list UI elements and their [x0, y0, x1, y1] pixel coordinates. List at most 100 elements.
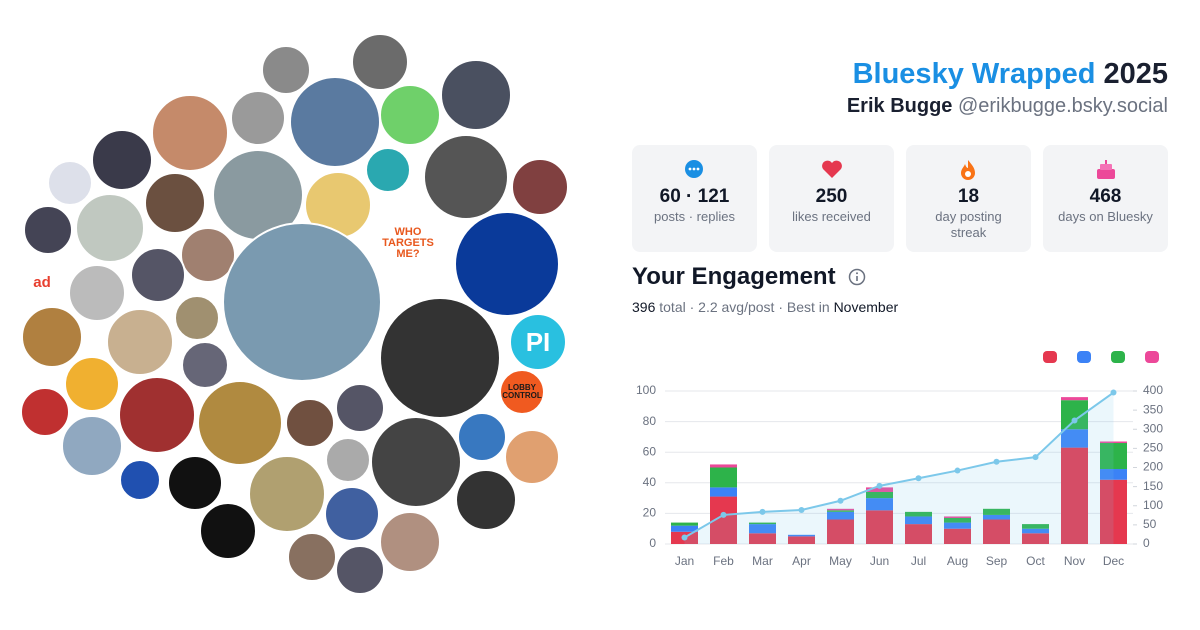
avatar — [21, 306, 83, 368]
avatar — [181, 341, 229, 389]
stat-card: 18 day posting streak — [906, 145, 1031, 252]
legend-icon — [1043, 351, 1057, 363]
user-name: Erik Bugge — [846, 95, 953, 117]
bar-segment — [710, 464, 737, 468]
y2-tick-label: 350 — [1143, 402, 1163, 416]
legend-icon — [1145, 351, 1159, 363]
line-point — [837, 497, 844, 504]
y2-tick-label: 300 — [1143, 421, 1163, 435]
avatar — [64, 356, 120, 412]
x-tick-label: May — [829, 554, 852, 568]
avatar — [379, 511, 441, 573]
bar-segment — [1022, 524, 1049, 529]
bar-segment — [905, 516, 932, 525]
user: Erik Bugge @erikbugge.bsky.social — [847, 95, 1168, 118]
avatar — [454, 211, 560, 317]
avatar — [61, 415, 123, 477]
y2-tick-label: 0 — [1143, 536, 1150, 550]
y-tick-label: 40 — [643, 475, 657, 489]
stat-value: 18 — [957, 186, 980, 207]
avatar — [370, 416, 462, 508]
bar-segment — [827, 519, 854, 544]
avatar — [287, 532, 337, 582]
stat-label: likes received — [792, 209, 871, 224]
avatar — [144, 172, 206, 234]
avatar — [47, 160, 93, 206]
avatar — [106, 308, 174, 376]
avatar — [455, 469, 517, 531]
y-tick-label: 20 — [643, 506, 657, 520]
bar-segment — [944, 522, 971, 529]
stat-card: 250 likes received — [769, 145, 894, 252]
bar-segment — [983, 519, 1010, 544]
y-tick-label: 80 — [643, 414, 657, 428]
title-brand: Bluesky Wrapped — [852, 58, 1096, 90]
best-month: November — [833, 299, 899, 315]
icon-days — [1097, 160, 1115, 179]
x-tick-label: Jul — [911, 554, 926, 568]
avatar — [457, 412, 507, 462]
line-point — [681, 534, 688, 541]
avatar — [324, 486, 380, 542]
bar-segment — [944, 528, 971, 544]
avatar — [285, 398, 335, 448]
avatar — [151, 94, 229, 172]
avatar — [23, 205, 73, 255]
bar-segment — [827, 511, 854, 520]
stat-value: 468 — [1089, 186, 1122, 207]
bar-segment — [671, 525, 698, 532]
legend-icon — [1077, 351, 1091, 363]
stat-value: 250 — [815, 186, 848, 207]
total: 396 — [632, 299, 656, 315]
avatar — [261, 45, 311, 95]
avatar-logo: LOBBY CONTROL — [499, 369, 545, 415]
avatar — [248, 455, 326, 533]
avatar — [335, 545, 385, 595]
x-tick-label: Aug — [947, 554, 968, 568]
line-point — [1110, 389, 1117, 396]
avatar-logo: ad — [23, 263, 61, 301]
avatar — [222, 222, 382, 382]
line-point — [1071, 417, 1078, 424]
bar-segment — [1022, 533, 1049, 544]
title: Bluesky Wrapped 2025 — [853, 58, 1168, 91]
engagement-summary: 396 total · 2.2 avg/post · Best in Novem… — [632, 299, 898, 315]
avatar — [118, 376, 196, 454]
x-tick-label: Jun — [870, 554, 889, 568]
y2-tick-label: 100 — [1143, 498, 1163, 512]
bar-segment — [983, 508, 1010, 515]
y2-tick-label: 250 — [1143, 441, 1163, 455]
avatar — [20, 387, 70, 437]
x-tick-label: Jan — [675, 554, 694, 568]
bar-segment — [1061, 397, 1088, 401]
avatar — [199, 502, 257, 560]
avatar — [511, 158, 569, 216]
stat-card: 60 · 121 posts · replies — [632, 145, 757, 252]
avatar — [230, 90, 286, 146]
stat-label: posts · replies — [654, 209, 735, 224]
line-point — [993, 458, 1000, 465]
line-point — [1032, 454, 1039, 461]
stat-card: 468 days on Bluesky — [1043, 145, 1168, 252]
y2-tick-label: 50 — [1143, 517, 1157, 531]
stat-label: days on Bluesky — [1058, 209, 1153, 224]
avatar — [174, 295, 220, 341]
avatar — [504, 429, 560, 485]
bar-segment — [1100, 443, 1127, 470]
y-tick-label: 100 — [636, 383, 656, 397]
avatar — [365, 147, 411, 193]
bar-segment — [905, 511, 932, 517]
avatar — [91, 129, 153, 191]
x-tick-label: Feb — [713, 554, 734, 568]
bar-segment — [866, 510, 893, 544]
avatar — [68, 264, 126, 322]
bar-segment — [866, 491, 893, 499]
bar-segment — [866, 498, 893, 511]
line-point — [876, 482, 883, 489]
info-icon[interactable] — [848, 268, 866, 286]
bar-segment — [944, 517, 971, 523]
avatar — [440, 59, 512, 131]
y2-tick-label: 200 — [1143, 460, 1163, 474]
bar-segment — [1100, 469, 1127, 480]
x-tick-label: Apr — [792, 554, 811, 568]
